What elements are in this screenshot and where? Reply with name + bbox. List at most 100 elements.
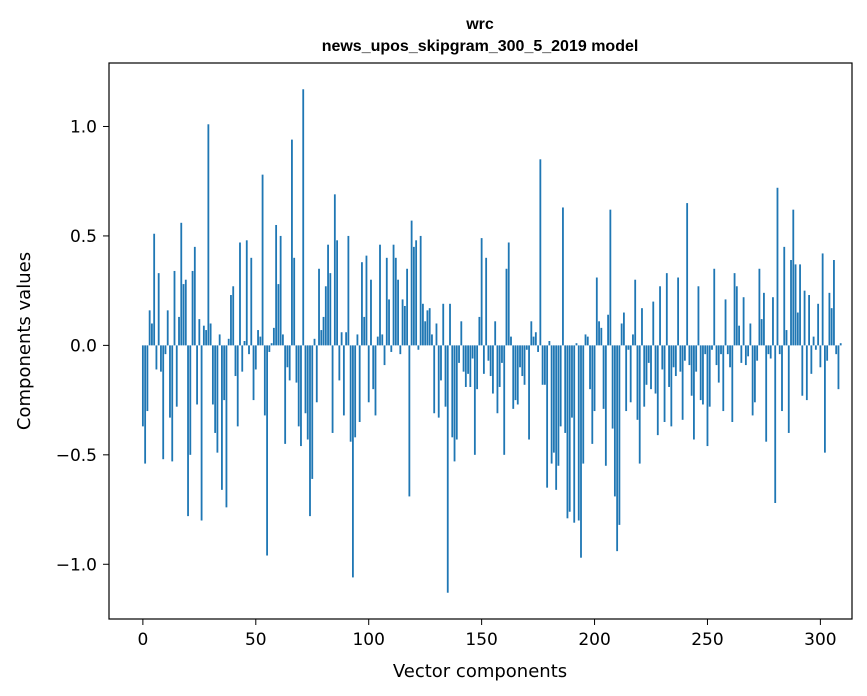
x-tick-label: 200 [578, 630, 610, 650]
bar-component-140 [458, 345, 460, 363]
bar-component-226 [652, 301, 655, 346]
bar-component-143 [464, 345, 467, 387]
bar-component-12 [169, 345, 171, 418]
bar-component-167 [519, 345, 521, 368]
bar-component-207 [609, 209, 612, 346]
bar-component-118 [408, 345, 411, 497]
bar-component-33 [216, 345, 219, 453]
bar-component-197 [586, 336, 589, 346]
bar-component-204 [602, 345, 605, 409]
bar-component-81 [324, 286, 327, 346]
bar-component-128 [431, 334, 433, 346]
bar-component-77 [315, 345, 318, 403]
bar-component-265 [740, 345, 743, 363]
bar-component-20 [187, 345, 189, 517]
bar-component-146 [471, 345, 474, 359]
bar-component-107 [383, 345, 386, 366]
bar-component-176 [539, 159, 542, 346]
bar-component-60 [277, 284, 280, 346]
bar-component-121 [415, 240, 418, 346]
bar-component-302 [824, 345, 826, 453]
x-axis-ticks: 0 50 100 150 200 250 300 [137, 619, 837, 650]
bar-component-246 [697, 286, 700, 346]
bar-component-260 [729, 345, 731, 368]
bar-component-229 [659, 286, 661, 346]
bar-component-35 [221, 345, 223, 490]
bar-component-295 [808, 295, 810, 346]
bar-component-268 [747, 345, 750, 357]
bar-component-144 [467, 345, 469, 374]
bar-component-23 [193, 246, 196, 346]
bar-component-151 [482, 345, 485, 374]
x-tick-label: 100 [352, 630, 384, 650]
bar-component-36 [223, 345, 226, 401]
bar-component-103 [374, 345, 377, 416]
bar-component-299 [817, 303, 820, 346]
bar-component-32 [214, 345, 217, 433]
bar-component-247 [699, 345, 702, 401]
bar-component-65 [288, 345, 291, 381]
bar-component-283 [781, 345, 783, 412]
bar-component-86 [336, 240, 338, 346]
y-axis-ticks: −1.0 −0.5 0.0 0.5 1.0 [56, 117, 109, 575]
y-tick-label: 0.0 [70, 336, 97, 356]
bar-component-129 [433, 345, 436, 414]
bar-component-15 [175, 345, 178, 407]
bar-component-7 [157, 273, 160, 346]
bar-component-217 [632, 334, 634, 346]
bar-component-16 [178, 316, 180, 346]
bar-component-11 [166, 310, 169, 346]
bar-component-26 [200, 345, 203, 521]
bar-component-294 [805, 345, 808, 401]
bar-component-175 [537, 345, 539, 352]
bar-component-127 [428, 308, 431, 346]
bar-component-95 [356, 334, 359, 346]
bar-component-99 [365, 255, 368, 346]
bar-component-251 [708, 345, 711, 407]
bar-component-238 [679, 345, 682, 372]
bar-component-27 [202, 325, 205, 346]
bar-component-24 [196, 345, 198, 405]
bar-component-18 [182, 284, 185, 346]
x-tick-label: 300 [804, 630, 836, 650]
plot-frame [108, 62, 853, 620]
bar-component-230 [661, 345, 664, 370]
bar-component-120 [412, 246, 415, 346]
bar-component-266 [742, 297, 745, 346]
bar-component-278 [769, 345, 772, 359]
bar-component-272 [756, 345, 759, 361]
bar-component-285 [785, 330, 788, 346]
bar-component-108 [385, 257, 388, 346]
bar-component-133 [442, 303, 445, 346]
bar-component-237 [677, 277, 680, 346]
bar-component-161 [505, 268, 508, 346]
bar-component-115 [401, 299, 404, 346]
bar-component-132 [440, 345, 442, 381]
bar-component-165 [514, 345, 517, 401]
bar-component-43 [239, 242, 241, 346]
bar-component-159 [501, 345, 503, 363]
bar-component-277 [767, 345, 770, 355]
bar-component-74 [309, 345, 311, 517]
bar-component-281 [776, 187, 779, 346]
bar-component-232 [665, 273, 668, 346]
bar-component-113 [397, 279, 399, 346]
bar-component-205 [604, 345, 607, 466]
bar-component-275 [763, 292, 765, 346]
bar-component-50 [254, 345, 257, 370]
x-tick-label: 0 [137, 630, 148, 650]
bar-component-241 [686, 203, 689, 346]
bar-component-172 [530, 321, 533, 346]
bar-component-291 [799, 264, 801, 346]
bar-component-203 [600, 327, 603, 346]
bar-component-227 [654, 345, 657, 394]
bar-component-239 [681, 345, 684, 420]
bar-component-231 [663, 345, 666, 422]
bar-component-303 [826, 345, 829, 361]
bar-component-219 [636, 345, 639, 420]
bar-component-67 [293, 257, 296, 346]
bar-component-122 [417, 345, 420, 350]
bar-component-253 [713, 268, 716, 346]
bar-component-25 [198, 319, 201, 346]
